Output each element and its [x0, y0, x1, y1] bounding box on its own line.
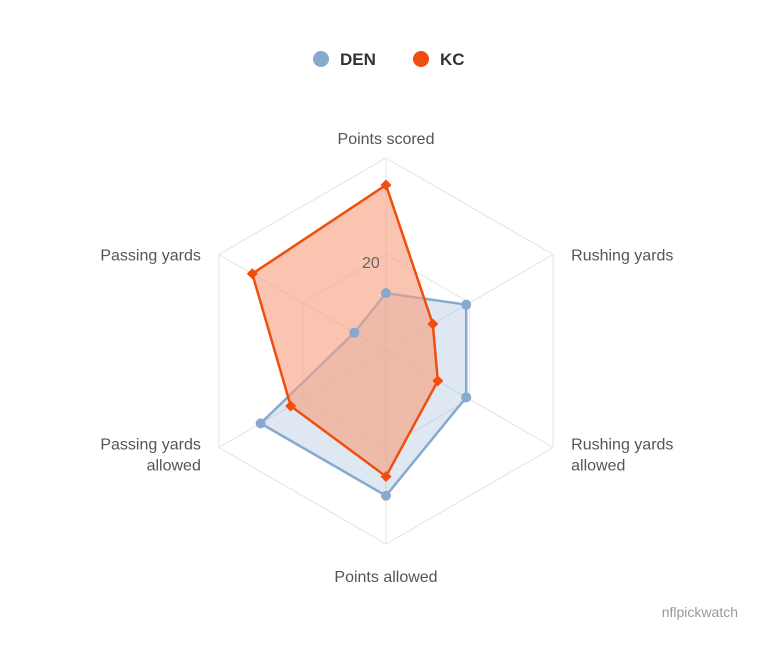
- data-point-kc[interactable]: [380, 470, 392, 482]
- data-point-den[interactable]: [255, 418, 266, 429]
- series-areas: [251, 183, 468, 497]
- axis-label: Passing yards: [100, 248, 201, 265]
- data-point-kc[interactable]: [427, 318, 439, 330]
- series-markers: [246, 179, 472, 501]
- data-point-den[interactable]: [461, 392, 472, 403]
- data-point-den[interactable]: [349, 327, 360, 338]
- data-point-kc[interactable]: [380, 179, 392, 191]
- data-point-den[interactable]: [381, 288, 391, 299]
- legend-marker-den: [313, 51, 329, 67]
- axis-label: Points scored: [338, 131, 435, 148]
- legend-label-den[interactable]: DEN: [340, 50, 376, 69]
- tick-label: 20: [362, 255, 380, 272]
- axis-label: Passing yards allowed: [100, 437, 201, 475]
- legend[interactable]: DEN KC: [313, 50, 465, 69]
- data-point-kc[interactable]: [432, 375, 444, 387]
- legend-label-kc[interactable]: KC: [440, 50, 465, 69]
- axis-label: Points allowed: [334, 569, 437, 586]
- data-point-den[interactable]: [461, 299, 472, 310]
- credit-text[interactable]: nflpickwatch: [662, 604, 738, 620]
- legend-item-kc[interactable]: KC: [413, 50, 465, 69]
- legend-marker-kc: [413, 51, 429, 67]
- axis-label: Rushing yards: [571, 248, 673, 265]
- data-point-kc[interactable]: [246, 268, 258, 280]
- data-point-den[interactable]: [381, 490, 391, 501]
- legend-item-den[interactable]: DEN: [313, 50, 376, 69]
- axis-label: Rushing yards allowed: [571, 437, 673, 475]
- axis-labels: Points scored Rushing yards Rushing yards a…: [100, 131, 673, 586]
- data-point-kc[interactable]: [285, 400, 297, 412]
